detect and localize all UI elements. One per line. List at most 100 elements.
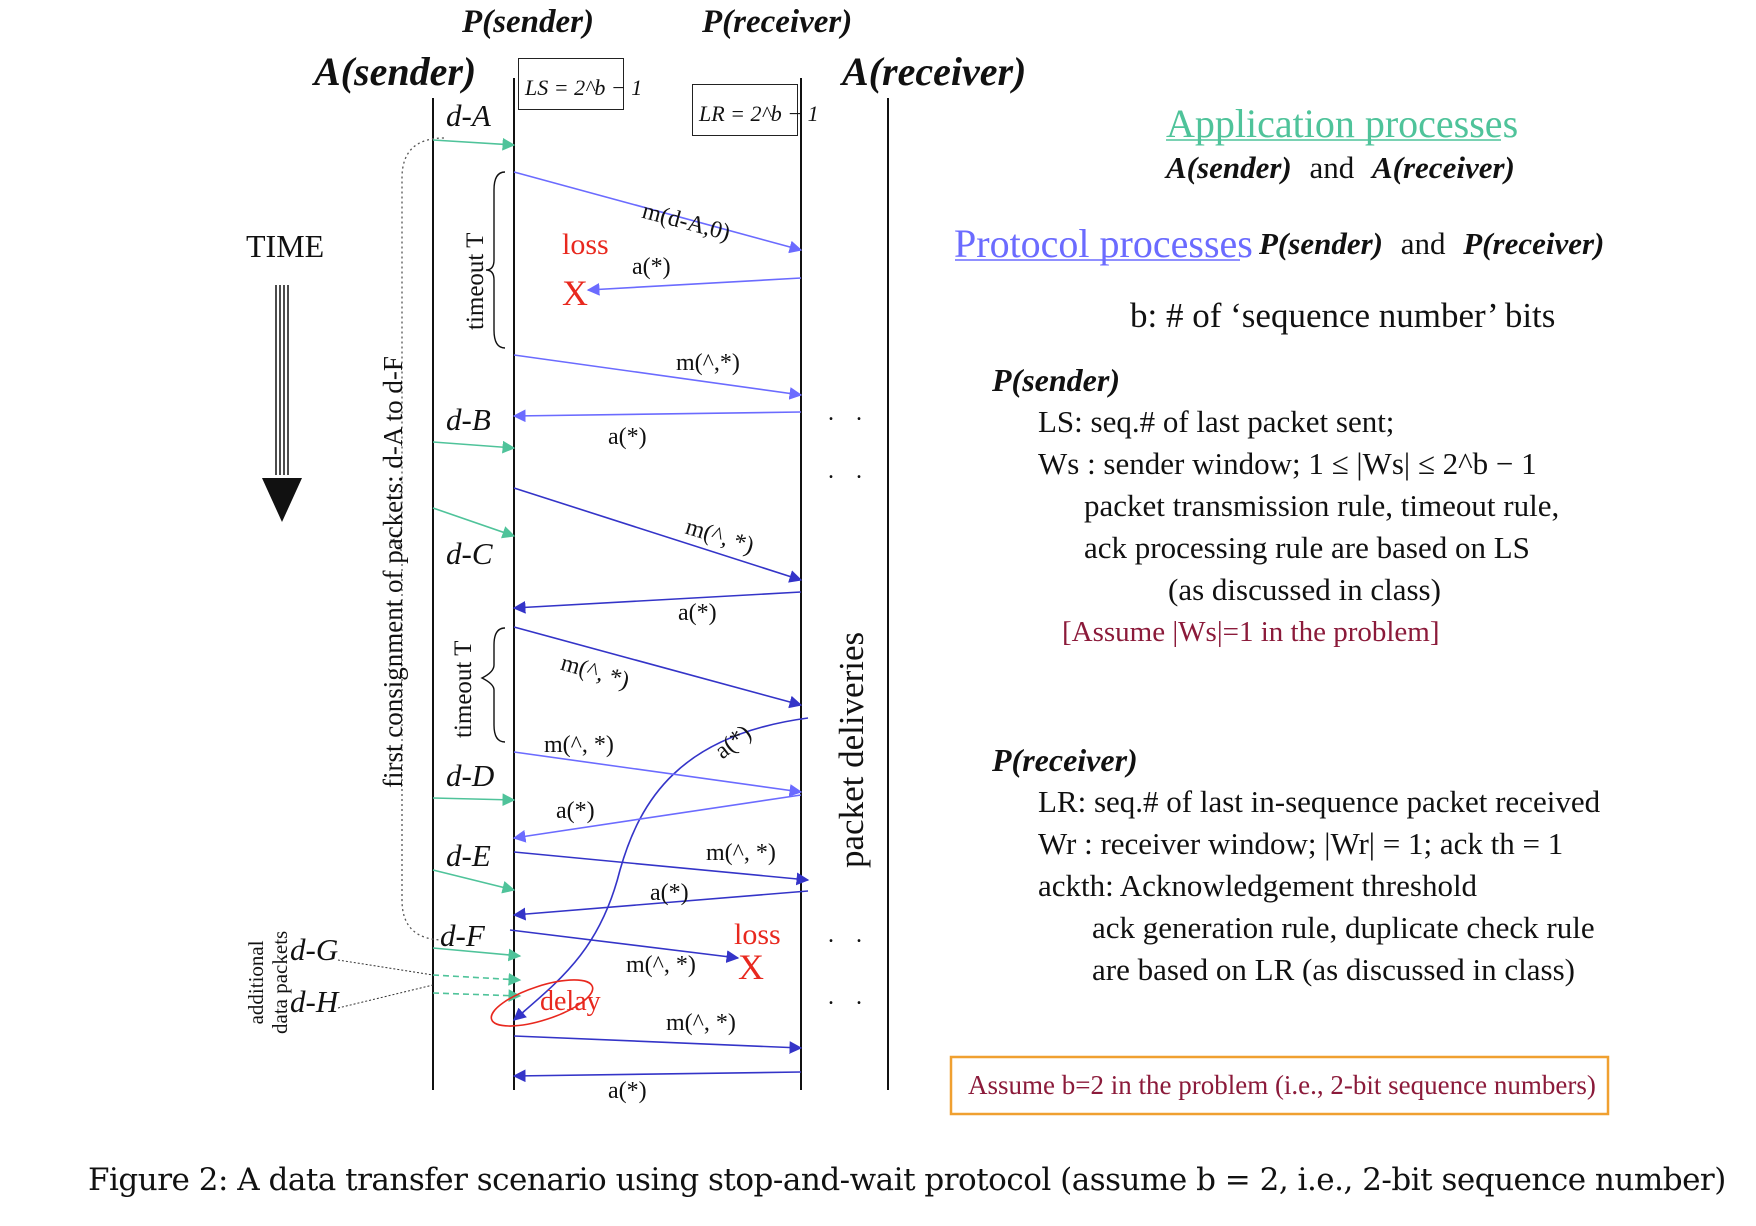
- msg-label-m6: m(^, *): [626, 952, 696, 978]
- ack-arrow-a6: [512, 890, 809, 921]
- msg-arrow-m5: [513, 851, 810, 886]
- ack-label-a6: a(*): [650, 880, 689, 906]
- timeout1-brace: [485, 171, 506, 349]
- figure-caption: Figure 2: A data transfer scenario using…: [88, 1162, 1726, 1198]
- data-label-d-g: d-G: [290, 932, 339, 967]
- p-receiver-header: P(receiver): [702, 4, 853, 40]
- p-sender-ls: LS: seq.# of last packet sent;: [1038, 404, 1395, 439]
- time-label: TIME: [246, 228, 325, 264]
- p-receiver-rule-1: ack generation rule, duplicate check rul…: [1092, 910, 1595, 945]
- p-receiver-wr: Wr : receiver window; |Wr| = 1; ack th =…: [1038, 826, 1564, 861]
- app-sub-sender: A(sender): [1166, 150, 1292, 185]
- delivery-dots-1: . .: [828, 400, 870, 426]
- data-arrow-d-h: [432, 989, 522, 1002]
- msg-label-m7: m(^, *): [666, 1010, 736, 1036]
- ack-arrow-a2: [512, 409, 802, 423]
- p-sender-section-heading: P(sender): [992, 362, 1120, 398]
- packet-deliveries-label: packet deliveries: [832, 631, 871, 868]
- timeout2-brace: [480, 627, 506, 743]
- p-sender-assume: [Assume |Ws|=1 in the problem]: [1062, 616, 1440, 648]
- delay-ellipse: [490, 979, 594, 1027]
- assume-b-text: Assume b=2 in the problem (i.e., 2-bit s…: [968, 1070, 1596, 1100]
- delay-label: delay: [540, 986, 601, 1017]
- additional-line-2: data packets: [268, 930, 292, 1034]
- loss-label-2: loss: [734, 918, 781, 951]
- p-receiver-rule-2: are based on LR (as discussed in class): [1092, 952, 1575, 987]
- assume-b-box: [949, 1055, 1610, 1116]
- p-sender-rule-1: packet transmission rule, timeout rule,: [1084, 488, 1560, 523]
- data-arrow-d-g: [432, 972, 522, 986]
- ack-arrow-a5: [512, 794, 802, 843]
- data-label-d-e: d-E: [446, 838, 491, 873]
- p-sender-rule-2: ack processing rule are based on LS: [1084, 530, 1530, 565]
- app-sub-receiver: A(receiver): [1371, 150, 1515, 185]
- a-sender-header: A(sender): [314, 49, 477, 94]
- p-sender-rule-3: (as discussed in class): [1168, 572, 1441, 607]
- p-receiver-section-heading: P(receiver): [992, 742, 1138, 778]
- app-processes-title: Application processes: [1166, 101, 1519, 146]
- consignment-label: first consignment of packets: d-A to d-F: [378, 356, 408, 788]
- time-arrow: [262, 285, 302, 522]
- data-label-d-a: d-A: [446, 98, 491, 133]
- ls-formula: LS = 2^b − 1: [525, 75, 643, 100]
- protocol-processes-title: Protocol processes: [954, 221, 1253, 266]
- ls-box: LS = 2^b − 1: [518, 58, 642, 110]
- msg-arrow-m0: [513, 171, 803, 254]
- p-sender-header: P(sender): [462, 4, 594, 40]
- app-processes-sub: A(sender) and A(receiver): [1166, 150, 1515, 186]
- timeout1-label: timeout T: [462, 232, 489, 330]
- ack-label-a3: a(*): [678, 600, 717, 626]
- msg-label-m5: m(^, *): [706, 840, 776, 866]
- additional-line-1: additional: [244, 940, 268, 1025]
- loss-x-1: X: [562, 273, 588, 313]
- ack-label-a1: a(*): [632, 254, 671, 280]
- protocol-processes-sub: P(sender) and P(receiver): [1259, 226, 1604, 262]
- data-label-d-b: d-B: [446, 402, 491, 437]
- data-arrow-d-d: [432, 793, 516, 807]
- ack-arrow-a7: [512, 1069, 802, 1083]
- a-receiver-header: A(receiver): [842, 49, 1027, 94]
- lr-formula: LR = 2^b − 1: [699, 101, 819, 126]
- msg-arrow-m7: [513, 1035, 803, 1054]
- d-g-leader: [337, 959, 434, 976]
- timeout2-label: timeout T: [450, 640, 477, 738]
- msg-label-m1: m(^,*): [676, 350, 740, 376]
- ack-arrow-a1: [586, 277, 802, 296]
- proto-sub-and: and: [1400, 226, 1446, 261]
- loss-label-1: loss: [562, 228, 609, 261]
- proto-sub-sender: P(sender): [1259, 226, 1383, 261]
- ack-arrow-a4-delayed: [513, 717, 809, 1021]
- p-receiver-lr: LR: seq.# of last in-sequence packet rec…: [1038, 784, 1601, 819]
- msg-arrow-m2: [513, 487, 803, 583]
- lr-box: LR = 2^b − 1: [692, 84, 819, 136]
- data-label-d-f: d-F: [440, 918, 485, 953]
- loss-x-2: X: [738, 947, 764, 987]
- delivery-dots-4: . .: [828, 984, 870, 1010]
- ack-label-a7: a(*): [608, 1078, 647, 1104]
- data-arrow-d-c: [432, 507, 516, 539]
- data-arrow-d-e: [432, 869, 516, 894]
- data-arrow-d-a: [432, 137, 516, 151]
- additional-packets-label: additional data packets: [244, 931, 292, 1034]
- data-label-d-c: d-C: [446, 536, 493, 571]
- b-definition: b: # of ‘sequence number’ bits: [1130, 296, 1556, 335]
- p-receiver-ackth: ackth: Acknowledgement threshold: [1038, 868, 1478, 903]
- data-label-d-d: d-D: [446, 758, 495, 793]
- delivery-dots-2: . .: [828, 458, 870, 484]
- msg-arrow-m4: [513, 751, 803, 797]
- d-h-leader: [337, 984, 434, 1009]
- data-arrow-d-f: [432, 947, 522, 962]
- p-sender-ws: Ws : sender window; 1 ≤ |Ws| ≤ 2^b − 1: [1038, 446, 1537, 481]
- msg-arrow-m1: [513, 354, 803, 400]
- consignment-brace: [389, 137, 445, 941]
- ack-label-a5: a(*): [556, 798, 595, 824]
- proto-sub-receiver: P(receiver): [1463, 226, 1605, 261]
- ack-label-a2: a(*): [608, 424, 647, 450]
- delivery-dots-3: . .: [828, 922, 870, 948]
- msg-label-m4: m(^, *): [544, 732, 614, 758]
- ack-arrow-a3: [512, 591, 802, 614]
- msg-arrow-m6-lost: [509, 929, 740, 963]
- app-sub-and: and: [1309, 150, 1355, 185]
